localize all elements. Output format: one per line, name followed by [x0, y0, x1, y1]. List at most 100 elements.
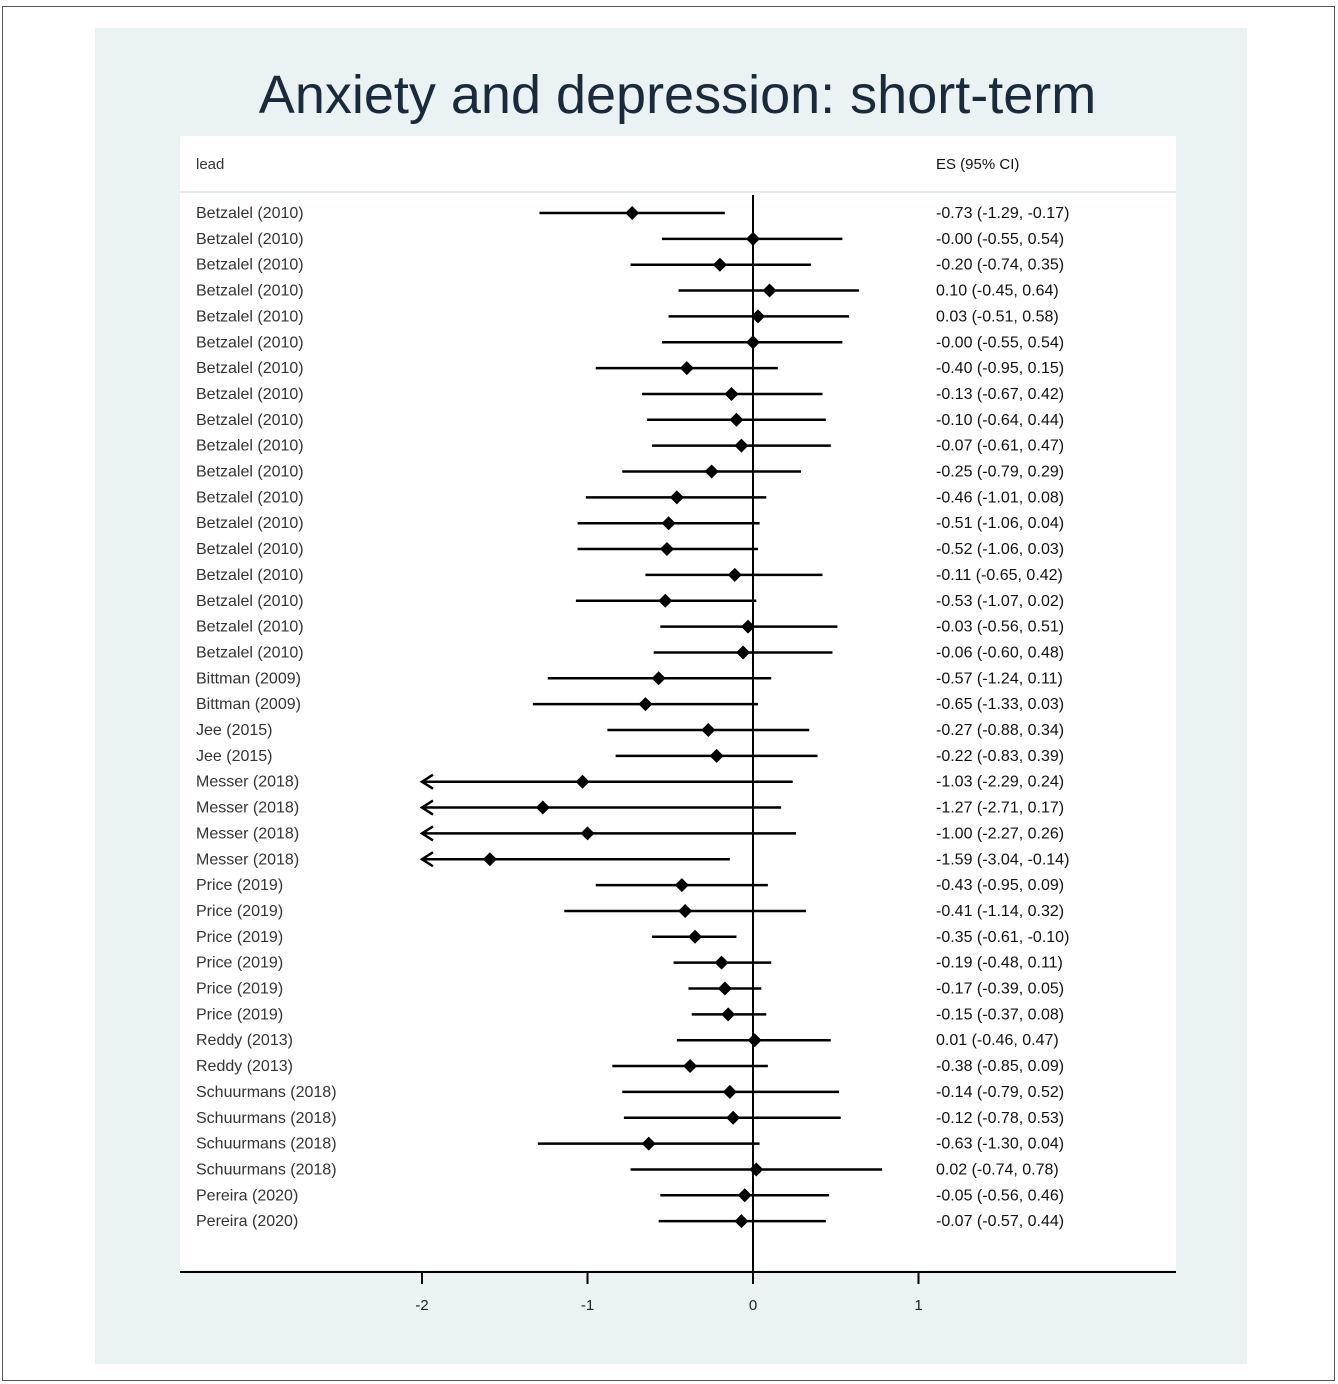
- x-tick-label: 0: [749, 1297, 757, 1314]
- es-label: -0.00 (-0.55, 0.54): [936, 334, 1064, 351]
- point-estimate: [683, 1059, 698, 1074]
- point-estimate: [638, 697, 653, 712]
- point-estimate: [737, 1188, 752, 1203]
- study-label: Betzalel (2010): [196, 593, 304, 610]
- es-label: -0.13 (-0.67, 0.42): [936, 386, 1064, 403]
- es-label: -0.65 (-1.33, 0.03): [936, 696, 1064, 713]
- chart-title: Anxiety and depression: short-term: [258, 65, 1097, 125]
- point-estimate: [722, 1084, 737, 1099]
- point-estimate: [762, 283, 777, 298]
- study-label: Jee (2015): [196, 722, 273, 739]
- es-label: -0.06 (-0.60, 0.48): [936, 644, 1064, 661]
- point-estimate: [746, 335, 760, 350]
- es-label: 0.03 (-0.51, 0.58): [936, 308, 1059, 325]
- study-label: Bittman (2009): [196, 670, 301, 687]
- point-estimate: [749, 1162, 764, 1177]
- study-label: Betzalel (2010): [196, 515, 304, 532]
- point-estimate: [669, 490, 684, 505]
- es-label: -0.63 (-1.30, 0.04): [936, 1136, 1064, 1153]
- study-label: Messer (2018): [196, 800, 299, 817]
- study-label: Schuurmans (2018): [196, 1084, 337, 1101]
- point-estimate: [674, 878, 689, 893]
- truncation-arrow: [419, 851, 434, 868]
- es-label: -0.10 (-0.64, 0.44): [936, 412, 1064, 429]
- point-estimate: [651, 671, 666, 686]
- es-label: -0.19 (-0.48, 0.11): [936, 955, 1063, 972]
- es-label: -0.73 (-1.29, -0.17): [936, 205, 1069, 222]
- es-label: -0.22 (-0.83, 0.39): [936, 748, 1064, 765]
- point-estimate: [580, 826, 595, 841]
- point-estimate: [717, 981, 732, 996]
- es-label: -0.40 (-0.95, 0.15): [936, 360, 1064, 377]
- es-label: -0.07 (-0.61, 0.47): [936, 438, 1064, 455]
- point-estimate: [535, 800, 550, 815]
- study-label: Reddy (2013): [196, 1032, 293, 1049]
- study-label: Betzalel (2010): [196, 644, 304, 661]
- es-label: -0.00 (-0.55, 0.54): [936, 231, 1064, 248]
- es-label: 0.02 (-0.74, 0.78): [936, 1161, 1059, 1178]
- study-label: Betzalel (2010): [196, 205, 304, 222]
- truncation-arrow: [419, 799, 434, 816]
- x-tick-label: 1: [914, 1297, 922, 1314]
- es-label: -0.41 (-1.14, 0.32): [936, 903, 1064, 920]
- es-label: -0.03 (-0.56, 0.51): [936, 619, 1064, 636]
- point-estimate: [741, 619, 756, 634]
- study-label: Jee (2015): [196, 748, 273, 765]
- x-tick-label: -1: [581, 1297, 594, 1314]
- study-label: Betzalel (2010): [196, 619, 304, 636]
- study-label: Betzalel (2010): [196, 283, 304, 300]
- point-estimate: [724, 386, 739, 401]
- point-estimate: [678, 903, 693, 918]
- point-estimate: [734, 438, 749, 453]
- point-estimate: [712, 257, 727, 272]
- point-estimate: [727, 567, 742, 582]
- point-estimate: [701, 723, 716, 737]
- study-label: Betzalel (2010): [196, 438, 304, 455]
- es-label: -0.11 (-0.65, 0.42): [936, 567, 1063, 584]
- es-label: -0.20 (-0.74, 0.35): [936, 257, 1064, 274]
- es-label: -0.27 (-0.88, 0.34): [936, 722, 1064, 739]
- point-estimate: [747, 1033, 762, 1048]
- es-label: 0.10 (-0.45, 0.64): [936, 283, 1059, 300]
- study-column-header: lead: [196, 156, 224, 173]
- study-label: Reddy (2013): [196, 1058, 293, 1075]
- study-label: Betzalel (2010): [196, 360, 304, 377]
- es-label: -0.17 (-0.39, 0.05): [936, 981, 1064, 998]
- truncation-arrow: [419, 773, 434, 790]
- study-label: Schuurmans (2018): [196, 1110, 337, 1127]
- es-label: 0.01 (-0.46, 0.47): [936, 1032, 1059, 1049]
- truncation-arrow: [419, 825, 434, 842]
- study-label: Betzalel (2010): [196, 308, 304, 325]
- point-estimate: [625, 206, 640, 220]
- point-estimate: [659, 542, 674, 557]
- es-label: -1.27 (-2.71, 0.17): [936, 800, 1064, 817]
- study-label: Price (2019): [196, 929, 283, 946]
- point-estimate: [661, 516, 676, 531]
- point-estimate: [704, 464, 719, 479]
- study-label: Price (2019): [196, 981, 283, 998]
- study-label: Price (2019): [196, 877, 283, 894]
- study-label: Price (2019): [196, 903, 283, 920]
- es-label: -0.15 (-0.37, 0.08): [936, 1006, 1064, 1023]
- study-label: Messer (2018): [196, 825, 299, 842]
- study-label: Schuurmans (2018): [196, 1161, 337, 1178]
- study-label: Pereira (2020): [196, 1213, 298, 1230]
- es-label: -0.51 (-1.06, 0.04): [936, 515, 1064, 532]
- es-label: -0.43 (-0.95, 0.09): [936, 877, 1064, 894]
- point-estimate: [575, 774, 590, 789]
- point-estimate: [679, 361, 694, 376]
- point-estimate: [714, 955, 729, 970]
- es-label: -0.57 (-1.24, 0.11): [936, 670, 1063, 687]
- point-estimate: [688, 929, 703, 944]
- study-label: Messer (2018): [196, 774, 299, 791]
- es-label: -0.53 (-1.07, 0.02): [936, 593, 1064, 610]
- study-label: Betzalel (2010): [196, 464, 304, 481]
- es-column-header: ES (95% CI): [936, 156, 1019, 173]
- es-label: -0.25 (-0.79, 0.29): [936, 464, 1064, 481]
- es-label: -0.14 (-0.79, 0.52): [936, 1084, 1064, 1101]
- study-label: Betzalel (2010): [196, 489, 304, 506]
- point-estimate: [482, 852, 497, 867]
- es-label: -1.03 (-2.29, 0.24): [936, 774, 1064, 791]
- es-label: -0.07 (-0.57, 0.44): [936, 1213, 1064, 1230]
